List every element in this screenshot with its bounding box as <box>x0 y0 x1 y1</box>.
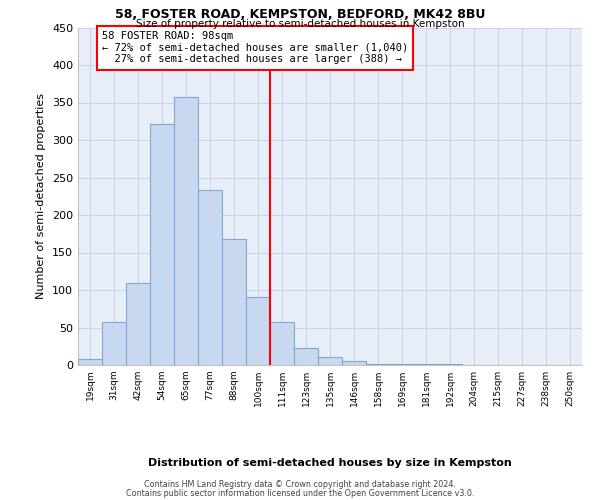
Bar <box>150 124 174 365</box>
Text: Size of property relative to semi-detached houses in Kempston: Size of property relative to semi-detach… <box>136 19 464 29</box>
Bar <box>438 364 462 365</box>
Bar <box>198 190 222 365</box>
Text: Contains HM Land Registry data © Crown copyright and database right 2024.: Contains HM Land Registry data © Crown c… <box>144 480 456 489</box>
Bar <box>366 364 390 365</box>
Y-axis label: Number of semi-detached properties: Number of semi-detached properties <box>37 93 46 299</box>
Text: 58 FOSTER ROAD: 98sqm
← 72% of semi-detached houses are smaller (1,040)
  27% of: 58 FOSTER ROAD: 98sqm ← 72% of semi-deta… <box>102 31 408 64</box>
Text: Distribution of semi-detached houses by size in Kempston: Distribution of semi-detached houses by … <box>148 458 512 468</box>
Bar <box>270 322 294 365</box>
Bar <box>246 296 270 365</box>
Bar <box>414 364 438 365</box>
Bar <box>78 359 102 365</box>
Text: Contains public sector information licensed under the Open Government Licence v3: Contains public sector information licen… <box>126 488 474 498</box>
Bar <box>318 357 342 365</box>
Bar <box>102 322 126 365</box>
Bar <box>342 361 366 365</box>
Bar <box>294 348 318 365</box>
Bar <box>390 364 414 365</box>
Bar <box>222 239 246 365</box>
Text: 58, FOSTER ROAD, KEMPSTON, BEDFORD, MK42 8BU: 58, FOSTER ROAD, KEMPSTON, BEDFORD, MK42… <box>115 8 485 20</box>
Bar <box>174 97 198 365</box>
Bar <box>126 282 150 365</box>
